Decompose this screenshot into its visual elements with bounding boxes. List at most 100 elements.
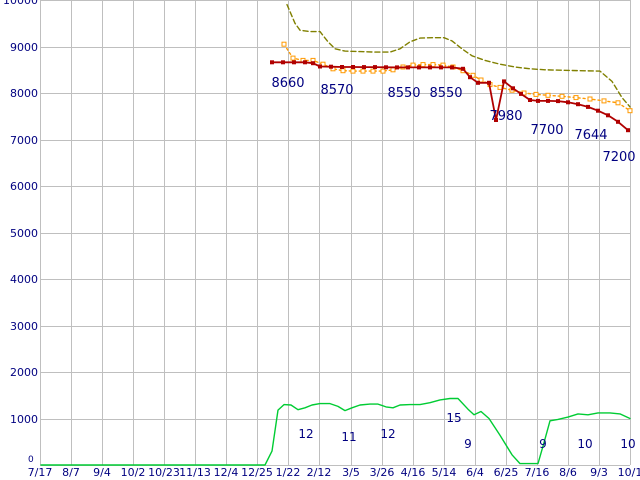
x-axis-tick-label: 4/16 <box>400 466 426 479</box>
data-value-label: 7200 <box>602 150 636 165</box>
gridline-vertical <box>319 0 320 465</box>
data-point-marker <box>450 64 456 70</box>
x-axis-tick-label: 7/16 <box>524 466 550 479</box>
x-axis-tick-label: 1/22 <box>275 466 301 479</box>
data-value-label: 7700 <box>530 123 564 138</box>
gridline-vertical <box>382 0 383 465</box>
gridline-horizontal <box>40 419 630 420</box>
gridline-vertical <box>226 0 227 465</box>
data-point-marker <box>468 75 472 80</box>
x-axis-tick-label: 8/6 <box>559 466 577 479</box>
gridline-horizontal <box>40 140 630 141</box>
y-axis-tick-label: 6000 <box>10 180 38 193</box>
series-line-volume <box>40 397 631 466</box>
x-axis-tick-label: 12/4 <box>213 466 239 479</box>
gridline-vertical <box>537 0 538 465</box>
data-value-label: 11 <box>341 430 357 444</box>
gridline-vertical <box>506 0 507 465</box>
data-point-marker <box>528 98 532 102</box>
data-point-marker <box>586 104 590 109</box>
x-axis-tick-label: 10/2 <box>120 466 146 479</box>
data-point-marker <box>460 68 466 74</box>
data-point-marker <box>330 66 336 72</box>
gridline-horizontal <box>40 233 630 234</box>
y-axis-tick-label: 5000 <box>10 227 38 240</box>
data-point-marker <box>310 57 316 63</box>
gridline-vertical <box>102 0 103 465</box>
data-point-marker <box>430 62 436 68</box>
data-point-marker <box>509 87 515 93</box>
gridline-vertical <box>599 0 600 465</box>
data-point-marker <box>497 84 503 90</box>
data-point-marker <box>406 65 410 70</box>
data-point-marker <box>329 64 333 69</box>
gridline-horizontal <box>40 186 630 187</box>
x-axis-tick-label: 11/13 <box>179 466 211 479</box>
data-point-marker <box>487 80 491 85</box>
data-point-marker <box>546 98 550 103</box>
gridline-vertical <box>257 0 258 465</box>
gridline-vertical <box>40 0 41 465</box>
data-point-marker <box>290 55 296 61</box>
data-point-marker <box>428 65 432 70</box>
data-value-label: 8660 <box>271 76 305 91</box>
x-axis-tick-label: 10/1 <box>617 466 640 479</box>
x-axis-tick-label: 3/5 <box>342 466 360 479</box>
data-value-label: 8550 <box>429 86 463 101</box>
data-value-label: 8550 <box>387 86 421 101</box>
data-point-marker <box>281 60 285 65</box>
data-value-label: 12 <box>298 427 314 441</box>
x-axis-tick-label: 9/3 <box>590 466 608 479</box>
series-mid-estimate <box>281 41 633 114</box>
data-point-marker <box>587 96 593 102</box>
data-point-marker <box>300 57 306 63</box>
gridline-horizontal <box>40 326 630 327</box>
data-point-marker <box>373 65 377 70</box>
x-axis-tick-label: 10/23 <box>148 466 180 479</box>
x-axis-tick-label: 9/4 <box>93 466 111 479</box>
data-value-label: 7980 <box>489 109 523 124</box>
y-axis-tick-label: 4000 <box>10 273 38 286</box>
data-point-marker <box>395 65 399 70</box>
gridline-vertical <box>351 0 352 465</box>
gridline-vertical <box>288 0 289 465</box>
y-axis-tick-label: 10000 <box>3 0 38 7</box>
data-value-label: 9 <box>539 437 547 451</box>
x-axis-tick-label: 5/14 <box>431 466 457 479</box>
y-axis-tick-label: 3000 <box>10 320 38 333</box>
y-axis-tick-label: 9000 <box>10 41 38 54</box>
x-axis: 7/17 8/7 9/4 10/2 10/23 11/13 12/4 12/25 1/22 2/1… <box>0 466 640 480</box>
gridline-vertical <box>413 0 414 465</box>
data-point-marker <box>384 65 388 70</box>
data-point-marker <box>450 65 454 70</box>
data-point-marker <box>615 100 621 106</box>
gridline-horizontal <box>40 279 630 280</box>
gridline-vertical <box>444 0 445 465</box>
data-point-marker <box>439 65 443 70</box>
data-value-label: 8570 <box>320 83 354 98</box>
data-point-marker <box>303 60 307 65</box>
data-point-marker <box>487 82 493 88</box>
data-point-marker <box>320 61 326 67</box>
data-value-label: 7644 <box>574 128 608 143</box>
gridline-vertical <box>630 0 631 465</box>
data-point-marker <box>476 80 480 85</box>
y-axis-tick-label: 8000 <box>10 87 38 100</box>
y-axis-tick-label: 7000 <box>10 134 38 147</box>
series-volume <box>40 397 631 466</box>
gridline-vertical <box>71 0 72 465</box>
data-point-marker <box>400 64 406 70</box>
x-axis-tick-label: 2/12 <box>306 466 332 479</box>
x-axis-tick-label: 8/7 <box>62 466 80 479</box>
gridline-vertical <box>195 0 196 465</box>
data-point-marker <box>420 62 426 68</box>
y-axis-tick-label: 1000 <box>10 413 38 426</box>
x-axis-tick-label: 3/26 <box>369 466 395 479</box>
data-point-marker <box>370 68 376 74</box>
y-axis-tick-label: 2000 <box>10 366 38 379</box>
data-point-marker <box>606 113 610 118</box>
x-axis-tick-label: 6/4 <box>466 466 484 479</box>
x-axis-tick-label: 7/17 <box>27 466 53 479</box>
data-point-marker <box>478 77 484 83</box>
